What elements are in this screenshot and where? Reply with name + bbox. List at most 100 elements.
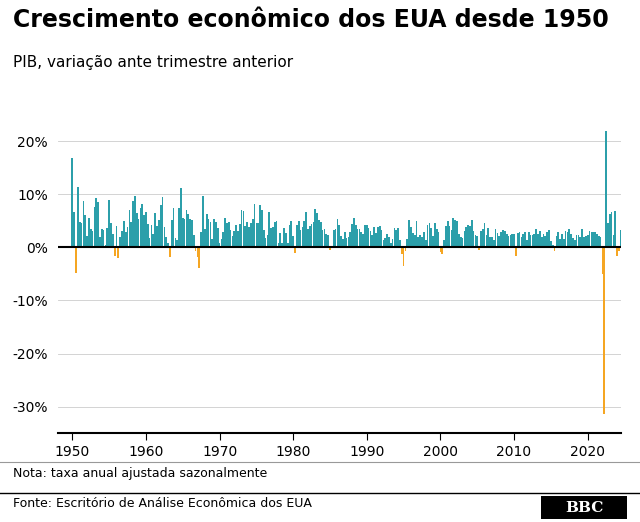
Bar <box>568 229 570 247</box>
Bar <box>143 216 145 247</box>
Bar <box>289 225 291 247</box>
Bar <box>515 247 516 256</box>
Bar <box>72 158 73 247</box>
Bar <box>307 229 308 247</box>
Bar <box>491 238 493 247</box>
Bar <box>324 229 325 247</box>
Bar <box>362 234 364 247</box>
Bar <box>467 224 469 247</box>
Bar <box>211 240 213 247</box>
Bar <box>488 228 489 247</box>
Text: Fonte: Escritório de Análise Econômica dos EUA: Fonte: Escritório de Análise Econômica d… <box>13 497 312 510</box>
Bar <box>517 233 518 247</box>
Bar <box>333 230 335 247</box>
Bar <box>206 215 207 247</box>
Bar <box>587 235 589 247</box>
Bar <box>112 233 114 247</box>
Bar <box>593 232 594 247</box>
Bar <box>282 243 283 247</box>
Bar <box>622 233 623 247</box>
Bar <box>232 236 234 247</box>
Bar <box>438 232 440 247</box>
Bar <box>493 241 495 247</box>
Bar <box>604 247 605 414</box>
Bar <box>463 231 465 247</box>
Bar <box>482 229 484 247</box>
Bar <box>578 235 579 247</box>
Bar <box>103 230 104 247</box>
Bar <box>156 226 158 247</box>
Bar <box>75 247 77 273</box>
Bar <box>508 235 509 247</box>
Bar <box>509 234 511 247</box>
Bar <box>241 210 243 247</box>
Bar <box>383 241 384 247</box>
Bar <box>97 202 99 247</box>
Bar <box>177 241 178 247</box>
Bar <box>557 232 559 247</box>
Bar <box>471 220 472 247</box>
Bar <box>209 222 211 247</box>
Bar <box>140 208 141 247</box>
Bar <box>145 212 147 247</box>
Bar <box>351 224 353 247</box>
Bar <box>322 230 323 247</box>
Bar <box>375 233 377 247</box>
Text: Nota: taxa anual ajustada sazonalmente: Nota: taxa anual ajustada sazonalmente <box>13 467 267 480</box>
Bar <box>219 243 220 247</box>
Bar <box>339 225 340 247</box>
Bar <box>419 234 421 247</box>
Bar <box>421 238 423 247</box>
Bar <box>476 236 478 247</box>
Bar <box>261 210 263 247</box>
Bar <box>511 233 513 247</box>
Bar <box>539 231 541 247</box>
Text: PIB, variação ante trimestre anterior: PIB, variação ante trimestre anterior <box>13 55 293 70</box>
Bar <box>154 213 156 247</box>
Bar <box>403 247 404 266</box>
Bar <box>469 226 471 247</box>
Bar <box>167 243 169 247</box>
Bar <box>497 233 499 247</box>
Bar <box>478 247 480 250</box>
Bar <box>454 220 456 247</box>
Bar <box>90 229 92 247</box>
Bar <box>447 221 449 247</box>
Bar <box>291 221 292 247</box>
Bar <box>537 233 539 247</box>
Bar <box>401 247 403 254</box>
Bar <box>267 234 268 247</box>
Bar <box>541 237 543 247</box>
Bar <box>594 232 596 247</box>
Bar <box>207 219 209 247</box>
Bar <box>600 238 602 247</box>
Bar <box>412 233 413 247</box>
Bar <box>316 213 318 247</box>
Bar <box>404 247 406 251</box>
Bar <box>77 187 79 247</box>
Bar <box>165 237 167 247</box>
Bar <box>605 68 607 247</box>
Bar <box>436 229 438 247</box>
Bar <box>191 220 193 247</box>
Bar <box>134 196 136 247</box>
Bar <box>239 224 241 247</box>
Bar <box>381 230 382 247</box>
Bar <box>499 236 500 247</box>
Bar <box>356 229 358 247</box>
Bar <box>169 247 171 257</box>
Bar <box>563 240 564 247</box>
Bar <box>337 219 338 247</box>
Bar <box>274 222 276 247</box>
Text: Crescimento econômico dos EUA desde 1950: Crescimento econômico dos EUA desde 1950 <box>13 8 609 32</box>
Bar <box>349 232 351 247</box>
Bar <box>585 236 587 247</box>
Bar <box>526 240 528 247</box>
Bar <box>114 247 115 256</box>
Bar <box>370 231 371 247</box>
Bar <box>311 224 312 247</box>
Bar <box>204 229 205 247</box>
Bar <box>217 228 219 247</box>
Bar <box>379 226 381 247</box>
Bar <box>158 220 159 247</box>
